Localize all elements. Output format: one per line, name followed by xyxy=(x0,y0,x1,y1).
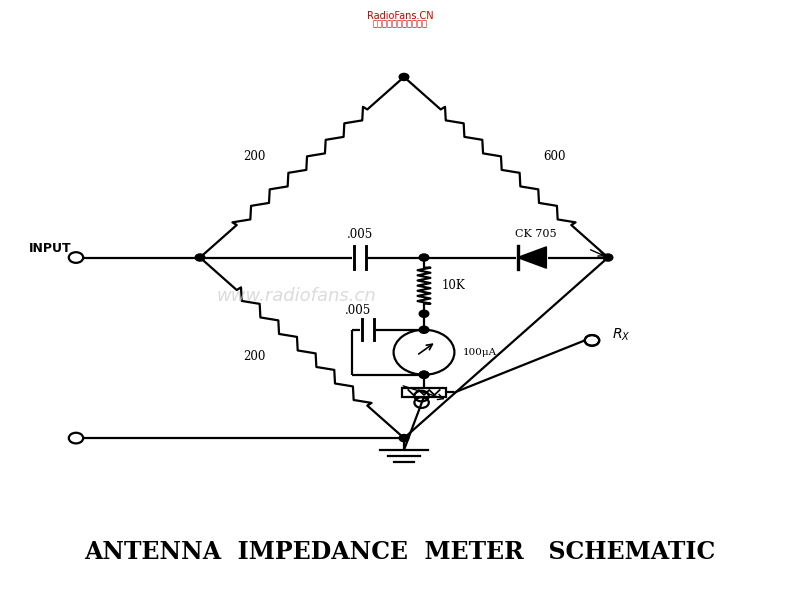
Bar xyxy=(402,388,446,397)
Circle shape xyxy=(399,73,409,81)
Text: INPUT: INPUT xyxy=(30,242,72,255)
Circle shape xyxy=(419,326,429,333)
Circle shape xyxy=(419,371,429,378)
Circle shape xyxy=(195,254,205,261)
Text: .005: .005 xyxy=(347,228,373,241)
Text: CK 705: CK 705 xyxy=(515,229,557,239)
Text: 10K: 10K xyxy=(442,279,466,292)
Text: 100μA: 100μA xyxy=(462,348,497,357)
Text: ANTENNA  IMPEDANCE  METER   SCHEMATIC: ANTENNA IMPEDANCE METER SCHEMATIC xyxy=(84,539,716,564)
Text: www.radiofans.cn: www.radiofans.cn xyxy=(216,287,376,305)
Text: 200: 200 xyxy=(243,350,265,363)
Text: $R_X$: $R_X$ xyxy=(612,326,630,343)
Circle shape xyxy=(603,254,613,261)
Text: RadioFans.CN: RadioFans.CN xyxy=(366,11,434,21)
Circle shape xyxy=(419,310,429,317)
Circle shape xyxy=(399,435,409,442)
Circle shape xyxy=(419,254,429,261)
Text: .005: .005 xyxy=(346,304,371,317)
Text: 中华收音机爱好者资料库: 中华收音机爱好者资料库 xyxy=(373,20,427,28)
Polygon shape xyxy=(518,247,546,268)
Circle shape xyxy=(419,371,429,378)
Text: 200: 200 xyxy=(243,150,265,163)
Text: 600: 600 xyxy=(542,150,566,163)
